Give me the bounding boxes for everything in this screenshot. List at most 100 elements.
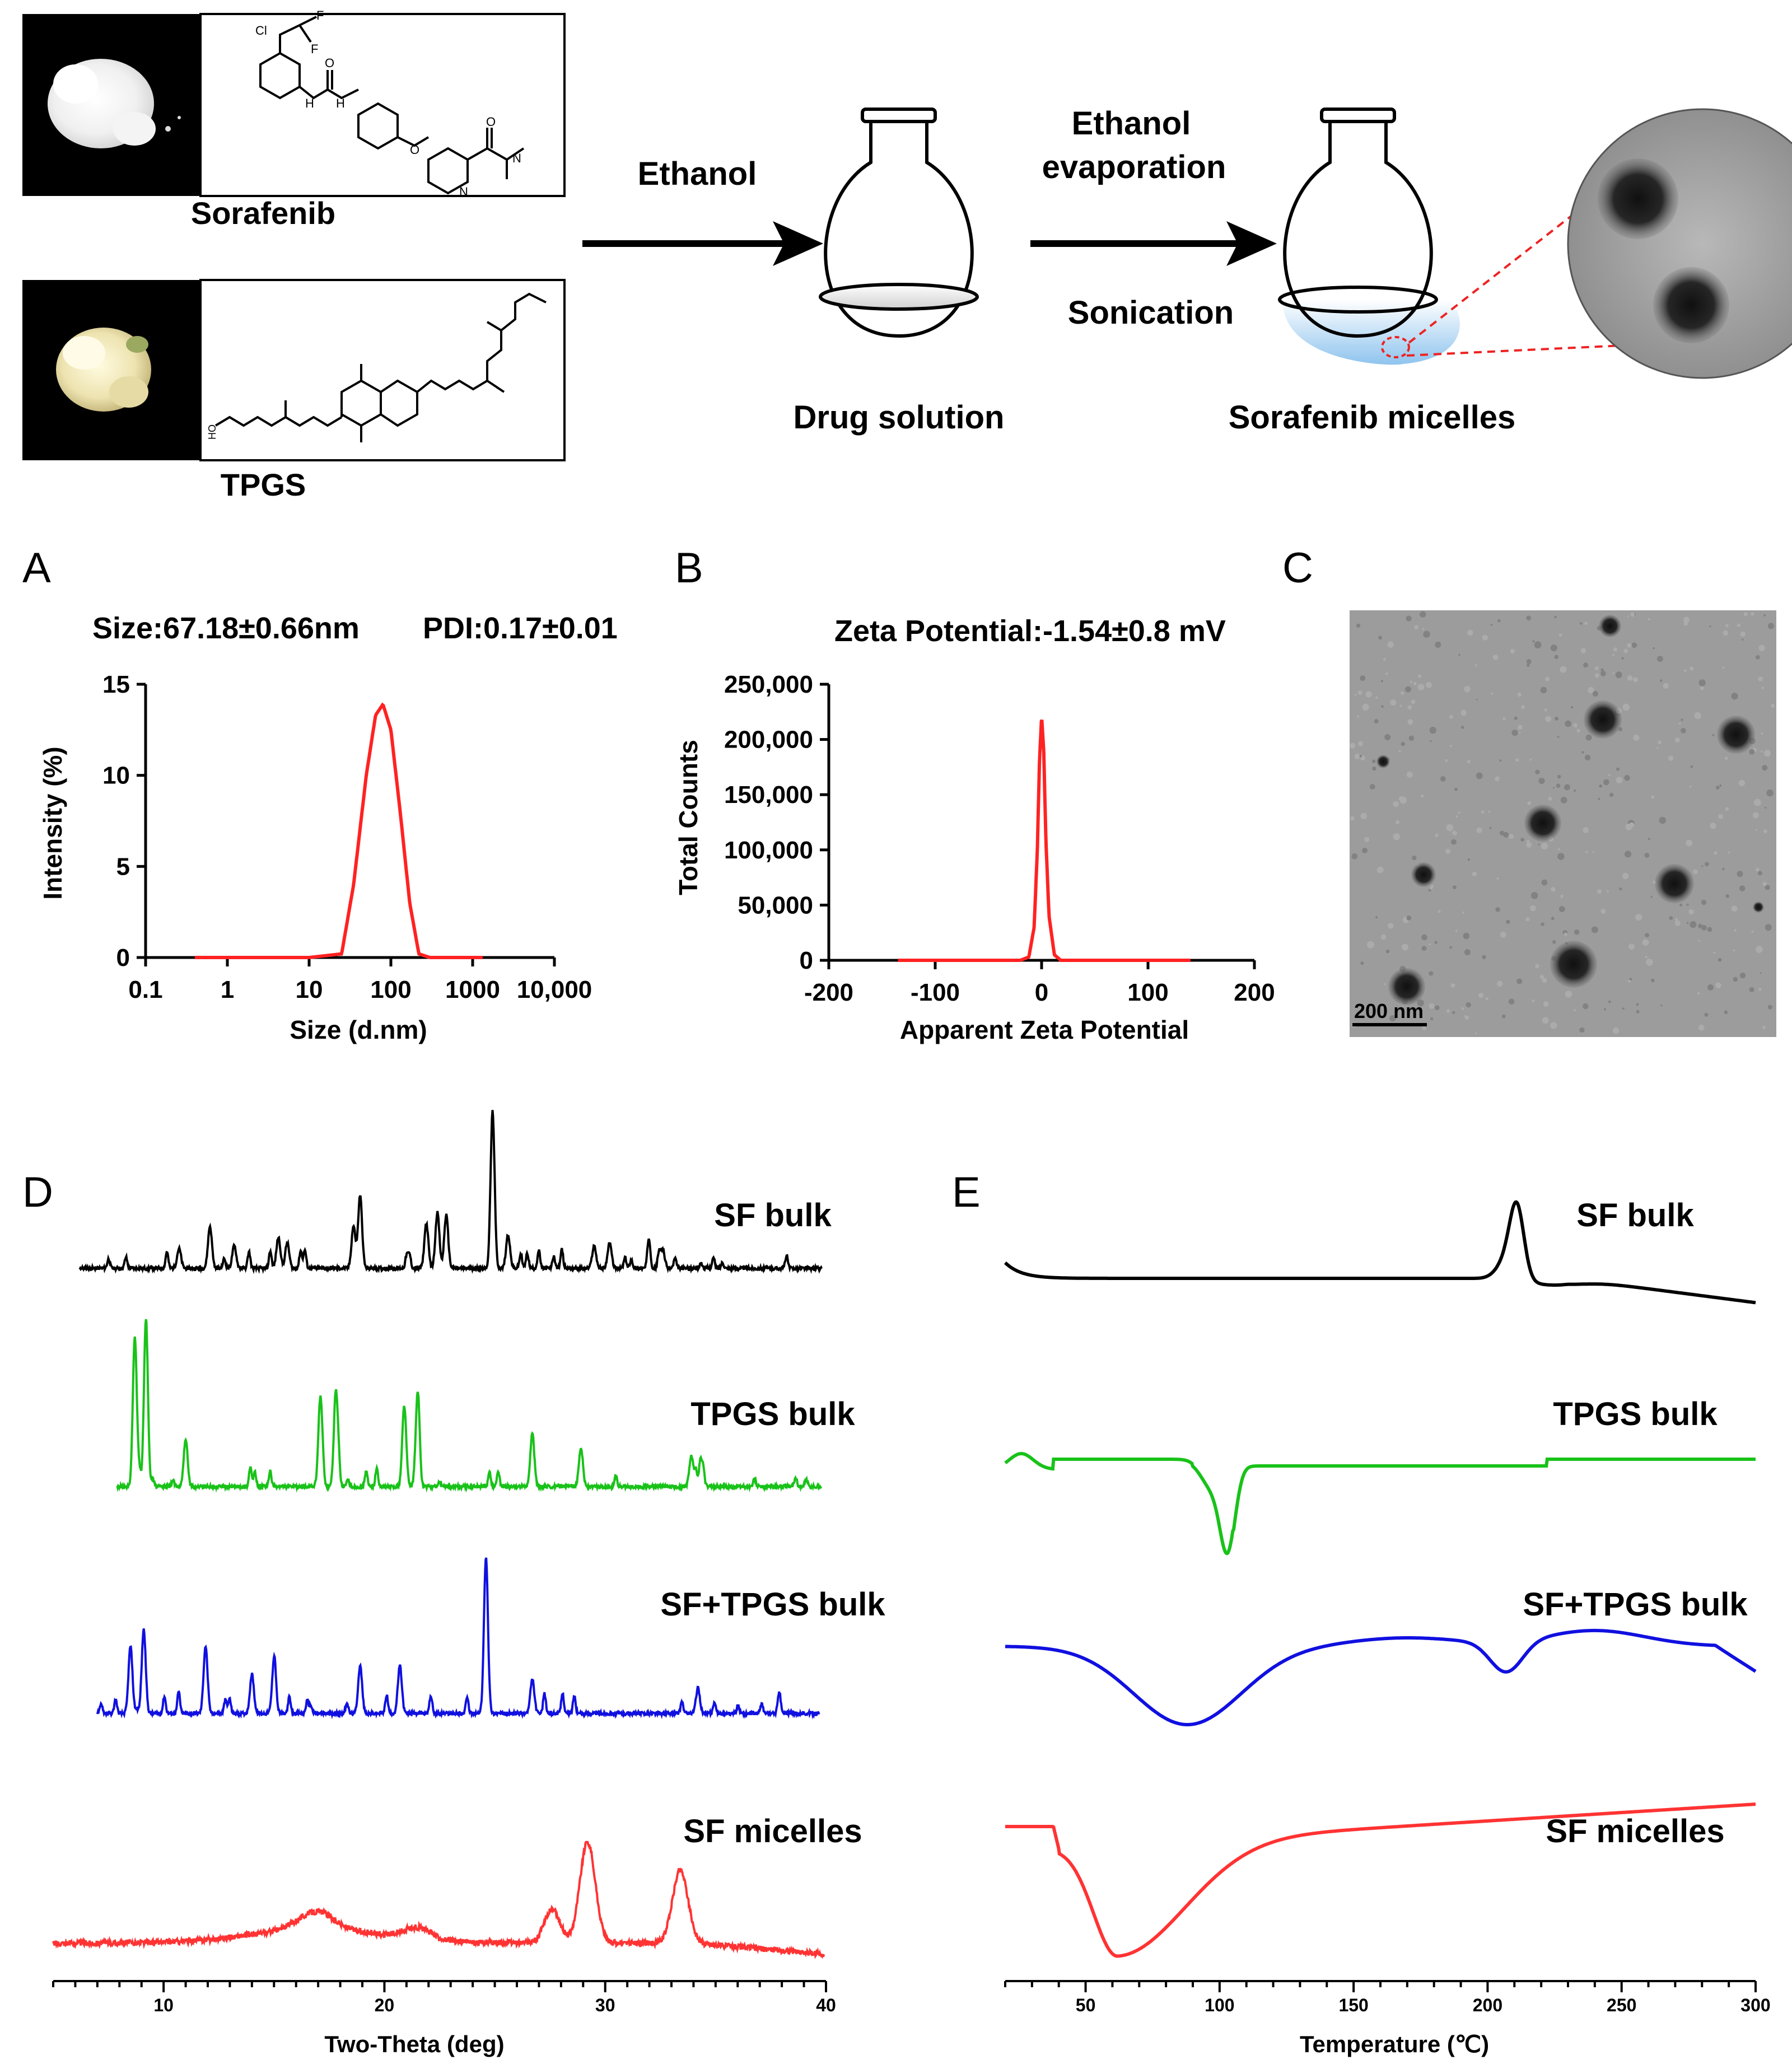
sorafenib-structure xyxy=(199,13,566,197)
panel-d-label-sf-bulk: SF bulk xyxy=(714,1197,832,1234)
panel-e-trace xyxy=(1004,1452,1756,1556)
panel-a-xtick-label: 10,000 xyxy=(517,976,592,1003)
panel-a-pdi-title: PDI:0.17±0.01 xyxy=(423,611,618,645)
panel-e-label-sf-tpgs-bulk: SF+TPGS bulk xyxy=(1523,1586,1748,1623)
panel-e-label-sf-micelles: SF micelles xyxy=(1546,1813,1724,1850)
panel-b-xtick-label: -200 xyxy=(804,979,853,1006)
panel-a-xlabel: Size (d.nm) xyxy=(290,1015,427,1044)
panel-e-xtick-label: 250 xyxy=(1607,1995,1636,2015)
panel-d-xtick-label: 20 xyxy=(375,1995,395,2015)
panel-e-label-tpgs-bulk: TPGS bulk xyxy=(1553,1396,1718,1432)
arrow2-label-line1: Ethanol xyxy=(1072,105,1191,142)
panel-b-ticks: -200 -100 0 100 200 0 50,000 100,000 150,000 200,… xyxy=(724,671,1275,1006)
panel-a-ytick-label: 0 xyxy=(116,944,130,972)
sorafenib-structure-atoms: Cl F F H H O O O N N xyxy=(255,8,521,199)
atom-o: O xyxy=(410,143,419,157)
scale-bar-label: 200 nm xyxy=(1354,1000,1424,1022)
panel-e-ticks: 50 100 150 200 250 300 xyxy=(1004,1981,1771,2015)
panel-d-xtick-label: 40 xyxy=(816,1995,836,2015)
panel-label-e: E xyxy=(952,1169,981,1216)
panel-e-xtick-label: 150 xyxy=(1338,1995,1368,2015)
panel-d-ticks: 10 20 30 40 xyxy=(52,1981,836,2015)
panel-e-xtick-label: 200 xyxy=(1473,1995,1502,2015)
panel-a-xtick-label: 10 xyxy=(296,976,323,1003)
arrow1-label: Ethanol xyxy=(638,156,757,192)
panel-b-ytick-label: 250,000 xyxy=(724,671,813,698)
panel-label-a: A xyxy=(22,544,51,592)
atom-o: O xyxy=(325,56,334,70)
panel-a-ylabel: Intensity (%) xyxy=(38,746,67,899)
panel-e-xtick-label: 100 xyxy=(1205,1995,1234,2015)
panel-label-b: B xyxy=(675,544,703,592)
atom-f: F xyxy=(311,42,318,56)
flask1-label: Drug solution xyxy=(794,399,1005,436)
panel-a-ytick-label: 10 xyxy=(102,762,130,790)
panel-a-xtick-label: 1 xyxy=(221,976,234,1003)
panel-b-xtick-label: 200 xyxy=(1234,979,1275,1006)
tem-zoom-image xyxy=(1567,108,1792,379)
panel-e-xlabel: Temperature (℃) xyxy=(1300,2031,1489,2057)
panel-b-ytick-label: 0 xyxy=(800,947,813,974)
panel-b-zeta-curve xyxy=(898,719,1191,962)
panel-a-ytick-label: 15 xyxy=(102,671,130,698)
atom-o: O xyxy=(486,115,496,129)
flask-drug-solution xyxy=(819,108,979,338)
panel-label-d: D xyxy=(22,1169,53,1216)
panel-b-ytick-label: 100,000 xyxy=(724,837,813,864)
tpgs-structure xyxy=(199,279,566,461)
panel-d-xtick-label: 10 xyxy=(153,1995,174,2015)
flask2-label: Sorafenib micelles xyxy=(1229,399,1516,436)
atom-f: F xyxy=(316,8,324,22)
panel-d-label-sf-micelles: SF micelles xyxy=(683,1813,862,1850)
panel-b-ylabel: Total Counts xyxy=(674,740,703,895)
atom-h: H xyxy=(305,96,314,110)
atom-cl: Cl xyxy=(255,24,267,38)
arrow-ethanol xyxy=(582,221,823,266)
panel-a-axes xyxy=(144,684,554,959)
panel-e-trace xyxy=(1005,1628,1757,1726)
panel-a-xtick-label: 1000 xyxy=(445,976,500,1003)
panel-a-xtick-label: 100 xyxy=(370,976,411,1003)
atom-ho: HO xyxy=(207,424,218,440)
panel-a-ticks: 0.1 1 10 100 1000 10,000 0 5 10 15 xyxy=(102,671,592,1003)
panel-d-xrd-traces xyxy=(52,1110,825,1959)
panel-d-label-tpgs-bulk: TPGS bulk xyxy=(690,1396,855,1432)
sorafenib-photo xyxy=(22,14,200,196)
panel-d-label-sf-tpgs-bulk: SF+TPGS bulk xyxy=(660,1586,885,1623)
tpgs-photo xyxy=(22,280,200,460)
panel-a-size-title: Size:67.18±0.66nm xyxy=(92,611,360,645)
atom-h: H xyxy=(336,96,345,110)
atom-n: N xyxy=(459,185,468,199)
panel-a-xtick-label: 0.1 xyxy=(128,976,162,1003)
panel-label-c: C xyxy=(1282,544,1313,592)
panel-b-title: Zeta Potential:-1.54±0.8 mV xyxy=(834,614,1226,648)
panel-a-ytick-label: 5 xyxy=(116,853,130,880)
panel-d-trace xyxy=(78,1110,823,1274)
panel-d-trace xyxy=(116,1319,823,1493)
flask-micelles xyxy=(1278,108,1460,365)
arrow-evaporation xyxy=(1030,221,1277,266)
panel-e-label-sf-bulk: SF bulk xyxy=(1576,1197,1694,1234)
tpgs-label: TPGS xyxy=(221,467,306,502)
panel-e-xtick-label: 50 xyxy=(1076,1995,1096,2015)
panel-e-dsc-traces xyxy=(1004,1200,1757,1958)
panel-d-trace xyxy=(96,1557,820,1720)
panel-b-xtick-label: -100 xyxy=(911,979,960,1006)
panel-b-ytick-label: 200,000 xyxy=(724,726,813,754)
panel-b-ytick-label: 150,000 xyxy=(724,781,813,809)
panel-c-tem-image xyxy=(1350,610,1776,1037)
panel-a-size-curve xyxy=(194,702,483,959)
panel-d-xlabel: Two-Theta (deg) xyxy=(324,2031,504,2057)
atom-n: N xyxy=(512,151,521,165)
panel-e-trace xyxy=(1004,1200,1756,1305)
panel-b-ytick-label: 50,000 xyxy=(738,891,813,919)
panel-d-trace xyxy=(52,1841,825,1959)
zoom-circle xyxy=(1381,336,1410,358)
panel-b-xlabel: Apparent Zeta Potential xyxy=(900,1015,1189,1044)
panel-b-xtick-label: 0 xyxy=(1035,979,1048,1006)
arrow2-label-line2: evaporation xyxy=(1042,149,1226,185)
panel-d-xtick-label: 30 xyxy=(595,1995,615,2015)
panel-e-xtick-label: 300 xyxy=(1740,1995,1770,2015)
panel-b-xtick-label: 100 xyxy=(1127,979,1168,1006)
sorafenib-label: Sorafenib xyxy=(191,195,335,231)
